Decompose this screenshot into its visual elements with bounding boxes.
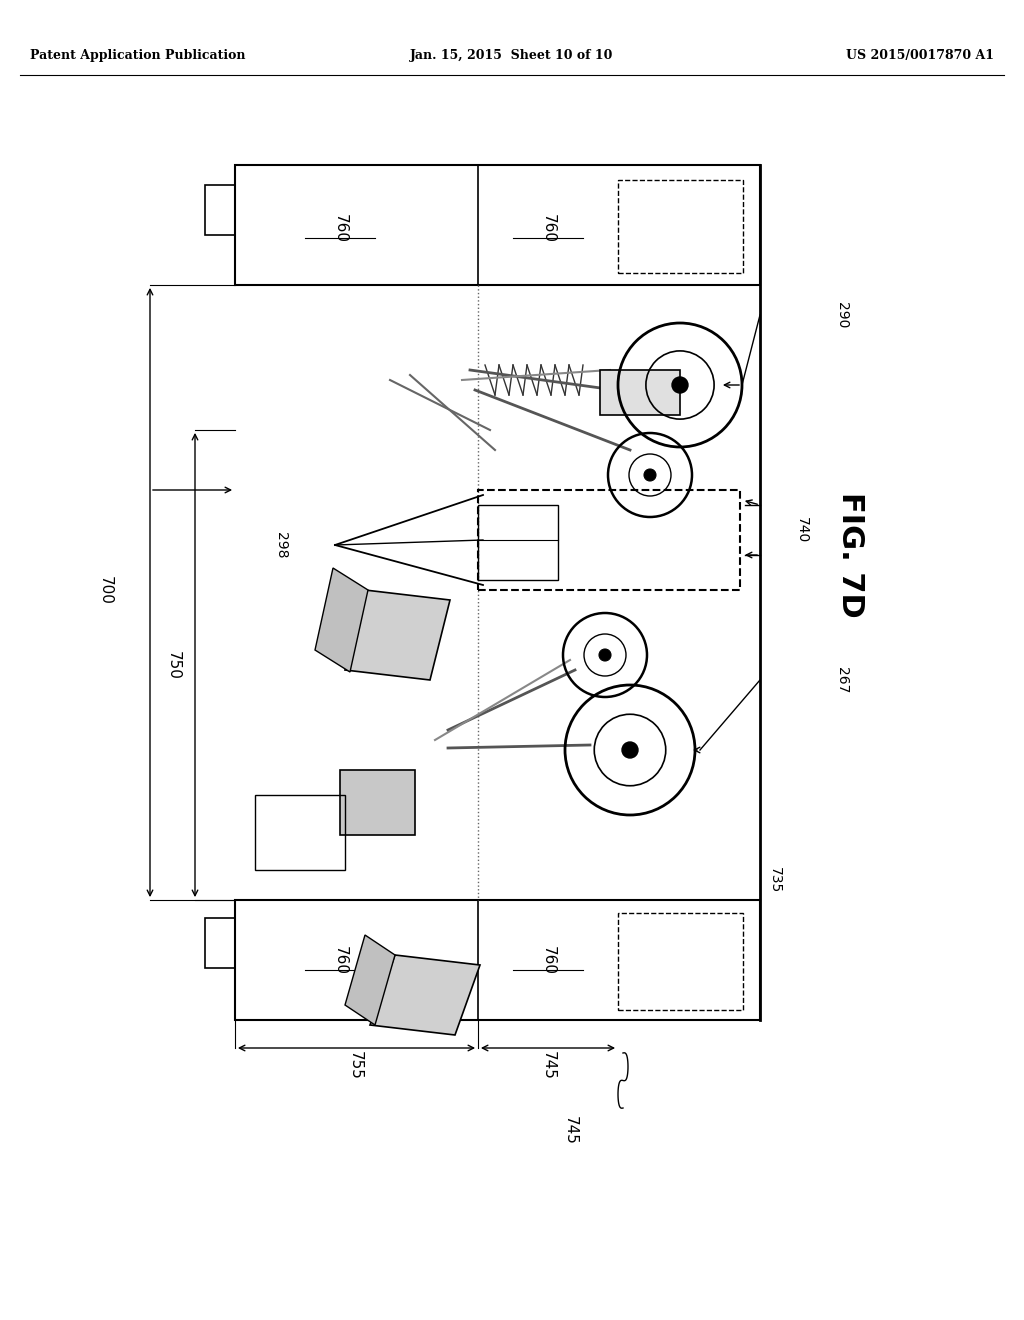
Text: 267: 267 xyxy=(835,667,849,693)
Polygon shape xyxy=(345,590,450,680)
Circle shape xyxy=(672,378,688,393)
Bar xyxy=(478,490,740,590)
Text: 298: 298 xyxy=(274,532,288,558)
Text: 760: 760 xyxy=(541,945,555,974)
Text: 755: 755 xyxy=(347,1051,362,1080)
Text: 290: 290 xyxy=(835,302,849,329)
Text: 745: 745 xyxy=(541,1051,555,1080)
Bar xyxy=(234,165,760,285)
Text: 735: 735 xyxy=(768,867,782,894)
Text: 740: 740 xyxy=(795,517,809,543)
Bar xyxy=(340,770,415,836)
Bar xyxy=(205,185,234,235)
Text: 700: 700 xyxy=(97,576,113,605)
Bar xyxy=(234,900,760,1020)
Text: US 2015/0017870 A1: US 2015/0017870 A1 xyxy=(846,49,994,62)
Text: 760: 760 xyxy=(333,214,347,243)
Text: FIG. 7D: FIG. 7D xyxy=(836,492,864,618)
Bar xyxy=(618,180,743,273)
Circle shape xyxy=(622,742,638,758)
Text: 760: 760 xyxy=(333,945,347,974)
Bar xyxy=(600,370,680,414)
Text: Patent Application Publication: Patent Application Publication xyxy=(30,49,246,62)
Text: 750: 750 xyxy=(166,651,180,680)
Bar xyxy=(478,506,558,579)
Bar xyxy=(255,795,345,870)
Bar xyxy=(205,917,234,968)
Bar xyxy=(618,913,743,1010)
Text: Jan. 15, 2015  Sheet 10 of 10: Jan. 15, 2015 Sheet 10 of 10 xyxy=(411,49,613,62)
Circle shape xyxy=(599,649,611,661)
Circle shape xyxy=(644,469,656,480)
Text: 760: 760 xyxy=(541,214,555,243)
Polygon shape xyxy=(315,568,368,672)
Polygon shape xyxy=(370,954,480,1035)
Polygon shape xyxy=(345,935,395,1026)
Text: 745: 745 xyxy=(562,1115,578,1144)
